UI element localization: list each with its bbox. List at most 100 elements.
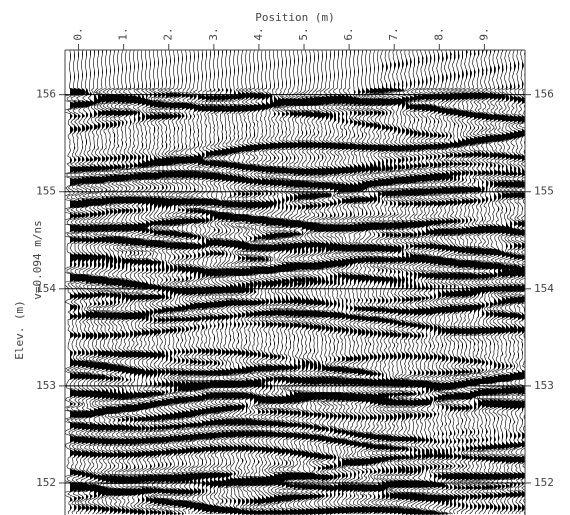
trace-line xyxy=(478,50,494,515)
y-tick-label: 154 xyxy=(36,282,56,295)
trace-line xyxy=(350,50,366,515)
trace-line xyxy=(146,50,162,515)
y-axis-label: Elev. (m) xyxy=(13,300,26,360)
trace-line xyxy=(498,50,514,515)
trace-line xyxy=(462,50,478,515)
x-tick-label: 4. xyxy=(252,27,265,40)
x-tick-label: 3. xyxy=(207,27,220,40)
trace-line xyxy=(446,50,462,515)
trace-line xyxy=(246,50,262,515)
trace-fill xyxy=(458,50,465,515)
trace-line xyxy=(78,50,94,515)
trace-fill xyxy=(422,50,429,515)
trace-line xyxy=(70,50,86,515)
trace-fill xyxy=(382,50,389,515)
trace-fill xyxy=(506,50,513,515)
trace-line xyxy=(234,50,250,515)
trace-fill xyxy=(326,50,333,515)
trace-line xyxy=(218,50,234,515)
trace-line xyxy=(406,50,422,515)
trace-fill xyxy=(322,50,329,515)
trace-line xyxy=(458,50,474,514)
trace-line xyxy=(242,50,258,515)
trace-fill xyxy=(482,50,489,515)
y-tick-label-right: 154 xyxy=(534,282,554,295)
trace-fill xyxy=(138,50,145,515)
trace-line xyxy=(154,50,170,515)
y-tick-label: 152 xyxy=(36,476,56,489)
annotation: v=0.094 m/ns xyxy=(31,220,44,299)
trace-line xyxy=(230,50,246,515)
trace-line xyxy=(326,50,342,515)
trace-line xyxy=(430,50,446,515)
trace-line xyxy=(402,50,418,515)
trace-line xyxy=(450,50,466,515)
trace-line xyxy=(382,50,398,515)
x-tick-label: 5. xyxy=(297,27,310,40)
y-tick-label-right: 155 xyxy=(534,185,554,198)
trace-fill xyxy=(470,50,477,515)
trace-line xyxy=(322,50,338,515)
trace-line xyxy=(74,50,90,515)
trace-line xyxy=(134,50,150,515)
trace-fill xyxy=(318,50,325,515)
trace-line xyxy=(482,50,498,515)
trace-line xyxy=(150,50,166,515)
trace-fill xyxy=(142,50,149,515)
trace-line xyxy=(418,50,434,515)
trace-fill xyxy=(446,50,453,515)
trace-fill xyxy=(206,50,213,515)
trace-fill xyxy=(486,50,493,515)
trace-line xyxy=(474,50,490,515)
y-tick-label-right: 156 xyxy=(534,88,554,101)
trace-line xyxy=(438,50,454,515)
trace-line xyxy=(414,50,430,514)
trace-line xyxy=(434,50,450,515)
trace-line xyxy=(222,50,238,515)
trace-fill xyxy=(398,50,405,515)
trace-line xyxy=(442,50,458,515)
y-tick-label: 153 xyxy=(36,379,56,392)
trace-fill xyxy=(330,50,337,515)
trace-line xyxy=(138,50,154,515)
trace-fill xyxy=(406,50,413,515)
trace-line xyxy=(318,50,334,515)
trace-line xyxy=(314,50,330,515)
x-tick-label: 9. xyxy=(477,27,490,40)
trace-fill xyxy=(494,50,501,515)
trace-fill xyxy=(514,50,521,515)
trace-line xyxy=(390,50,406,515)
trace-fill xyxy=(250,50,257,515)
trace-line xyxy=(254,50,270,515)
trace-line xyxy=(270,50,286,515)
trace-fill xyxy=(202,50,209,515)
trace-fill xyxy=(466,50,473,515)
trace-line xyxy=(398,50,414,515)
x-tick-label: 2. xyxy=(162,27,175,40)
trace-line xyxy=(158,50,174,515)
x-tick-label: 8. xyxy=(432,27,445,40)
trace-fill xyxy=(462,50,469,515)
trace-fill xyxy=(502,50,509,515)
trace-line xyxy=(454,50,470,515)
trace-fill xyxy=(182,50,189,515)
y-tick-label: 156 xyxy=(36,88,56,101)
trace-fill xyxy=(414,50,421,515)
trace-line xyxy=(282,50,298,515)
trace-fill xyxy=(254,50,261,515)
trace-fill xyxy=(222,50,229,515)
y-tick-label-right: 152 xyxy=(534,476,554,489)
trace-fill xyxy=(526,50,533,515)
trace-fill xyxy=(442,50,449,515)
wiggle-traces xyxy=(65,50,533,515)
x-tick-label: 6. xyxy=(342,27,355,40)
trace-fill xyxy=(70,50,77,515)
trace-fill xyxy=(186,50,193,515)
trace-fill xyxy=(410,50,417,515)
trace-line xyxy=(214,50,230,515)
trace-line xyxy=(422,50,438,515)
trace-fill xyxy=(450,50,457,515)
trace-line xyxy=(386,50,402,515)
trace-fill xyxy=(310,50,317,515)
